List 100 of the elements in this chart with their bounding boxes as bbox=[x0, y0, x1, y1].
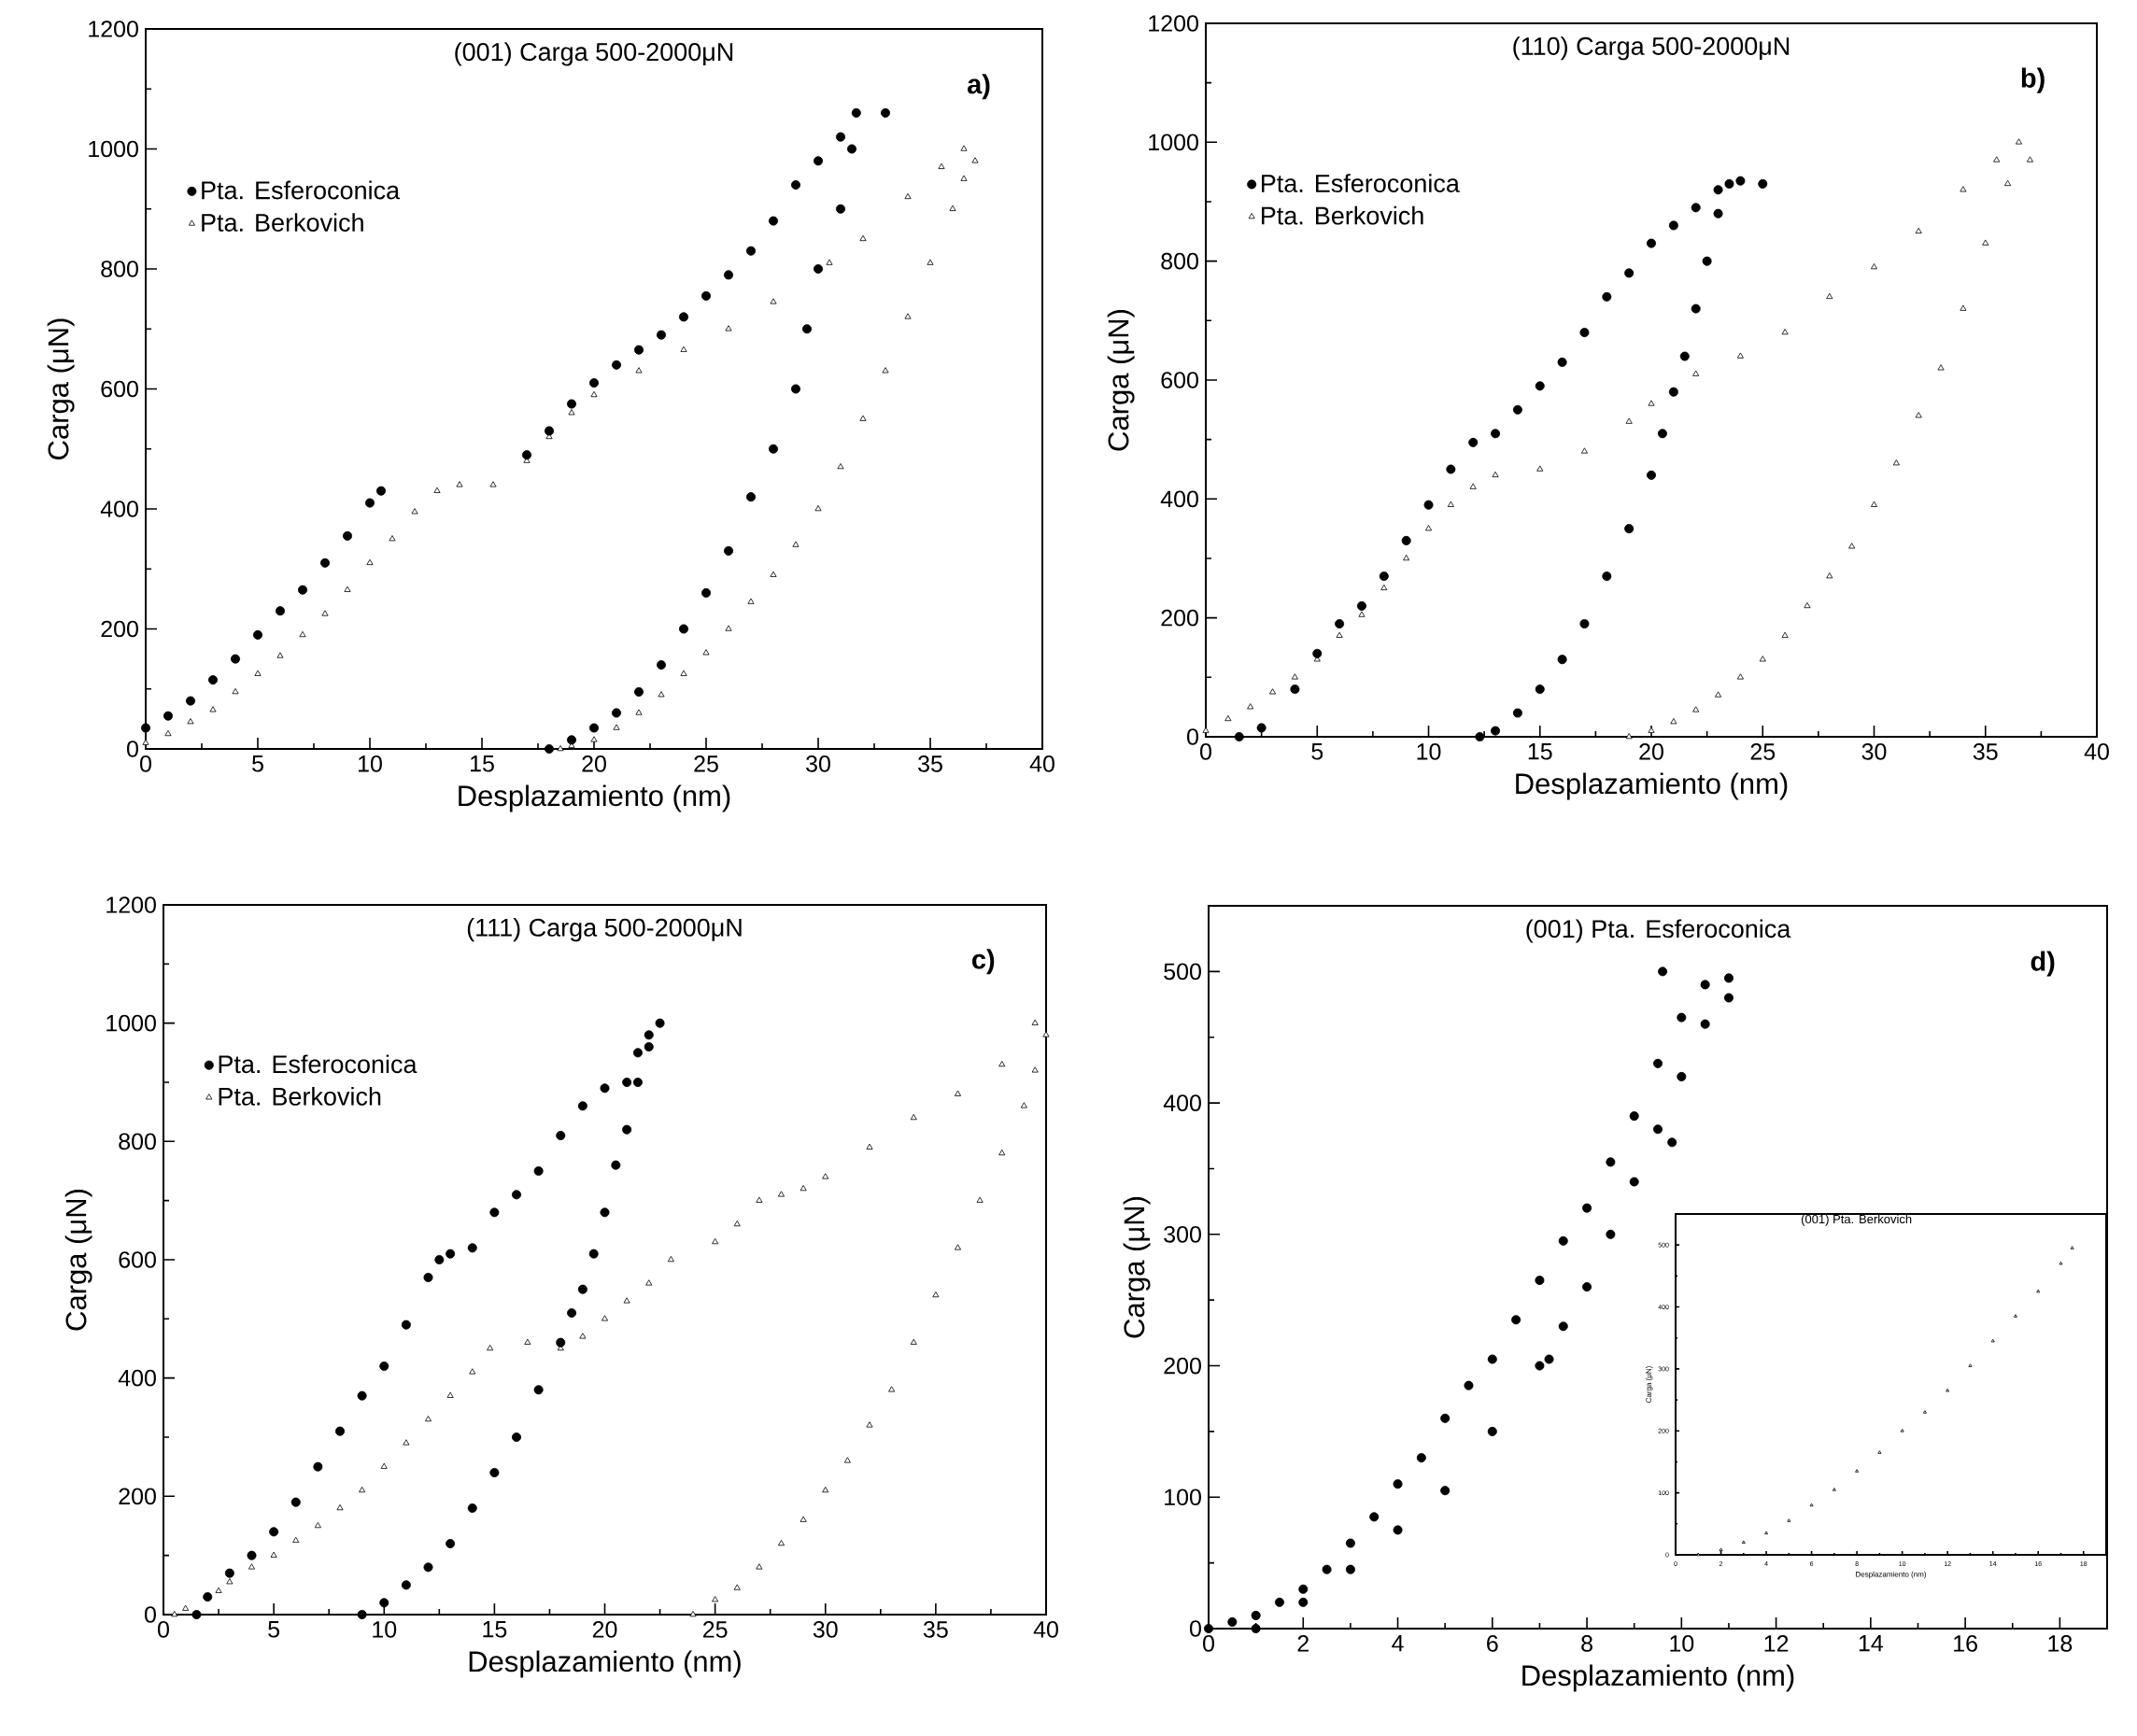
point bbox=[2004, 179, 2012, 187]
point bbox=[232, 687, 239, 695]
point bbox=[512, 1190, 522, 1200]
point bbox=[822, 1173, 829, 1179]
chart-title: (001) Carga 500-2000μN bbox=[455, 42, 733, 66]
point bbox=[2016, 138, 2023, 145]
point bbox=[1416, 1453, 1426, 1463]
point bbox=[802, 324, 812, 334]
point bbox=[635, 709, 643, 715]
y-tick-label: 1200 bbox=[89, 21, 138, 37]
point bbox=[590, 390, 598, 398]
point bbox=[1602, 291, 1612, 302]
point bbox=[1379, 572, 1389, 582]
point bbox=[1624, 268, 1635, 278]
y-tick-label: 400 bbox=[100, 501, 138, 517]
point bbox=[141, 723, 151, 733]
point bbox=[1700, 980, 1710, 990]
y-tick-label: 1000 bbox=[1149, 134, 1198, 151]
point bbox=[949, 205, 956, 211]
point bbox=[632, 1048, 643, 1058]
y-tick-label: 0 bbox=[145, 1606, 156, 1623]
x-tick-label: 25 bbox=[702, 1621, 728, 1638]
point bbox=[800, 1516, 807, 1522]
point bbox=[1491, 429, 1501, 439]
point bbox=[1511, 1315, 1521, 1325]
point bbox=[568, 409, 575, 416]
x-tick-label: 0 bbox=[1200, 743, 1211, 760]
x-tick-label: 35 bbox=[923, 1621, 948, 1638]
point bbox=[298, 585, 308, 595]
point bbox=[247, 1550, 257, 1560]
point bbox=[467, 1503, 477, 1513]
point bbox=[1922, 1410, 1927, 1414]
point bbox=[2070, 1246, 2074, 1249]
point bbox=[1202, 727, 1210, 733]
point bbox=[724, 270, 734, 280]
point bbox=[1870, 501, 1878, 507]
point bbox=[904, 192, 912, 200]
point bbox=[866, 1421, 873, 1428]
point bbox=[187, 718, 194, 725]
point bbox=[881, 107, 890, 118]
point bbox=[365, 498, 375, 508]
point bbox=[1580, 447, 1588, 454]
point bbox=[680, 346, 687, 352]
point bbox=[769, 444, 779, 454]
point bbox=[467, 1243, 477, 1253]
point bbox=[792, 541, 800, 547]
y-tick-label: 800 bbox=[119, 1133, 156, 1150]
point bbox=[379, 1361, 389, 1371]
legend-label: Pta. Berkovich bbox=[1261, 205, 1423, 225]
point bbox=[313, 1461, 323, 1472]
point bbox=[1544, 1354, 1554, 1364]
point bbox=[314, 1521, 321, 1529]
point bbox=[567, 399, 577, 409]
point bbox=[1993, 156, 2001, 162]
point bbox=[645, 1279, 653, 1286]
point bbox=[733, 1220, 741, 1227]
x-tick-label: 6 bbox=[1487, 1635, 1498, 1652]
point bbox=[1535, 1361, 1545, 1371]
point bbox=[163, 711, 174, 721]
point bbox=[276, 652, 284, 658]
point bbox=[791, 384, 801, 394]
point bbox=[843, 1457, 851, 1463]
point bbox=[433, 487, 441, 493]
point bbox=[545, 426, 555, 436]
point bbox=[231, 654, 241, 664]
point bbox=[756, 1196, 763, 1203]
point bbox=[2036, 1289, 2041, 1293]
point bbox=[1692, 706, 1700, 713]
point bbox=[1870, 263, 1878, 270]
point bbox=[1826, 572, 1833, 579]
x-tick-label: 10 bbox=[373, 1621, 397, 1638]
x-tick-label: 40 bbox=[1033, 1621, 1058, 1638]
point bbox=[859, 415, 867, 421]
point bbox=[613, 724, 620, 730]
point bbox=[299, 630, 306, 638]
y-tick-label: 300 bbox=[1164, 1225, 1201, 1243]
point bbox=[1960, 304, 1967, 311]
point bbox=[612, 708, 622, 718]
point bbox=[910, 1113, 917, 1121]
legend-label: Pta. Esferoconica bbox=[1261, 174, 1460, 192]
point bbox=[1877, 1450, 1882, 1454]
point bbox=[634, 345, 644, 355]
point bbox=[702, 649, 710, 656]
point bbox=[859, 234, 867, 242]
point bbox=[557, 744, 564, 752]
point bbox=[1247, 703, 1254, 710]
point bbox=[1020, 1102, 1027, 1108]
point bbox=[556, 1337, 566, 1348]
point bbox=[1401, 535, 1411, 545]
point bbox=[1713, 208, 1723, 219]
point bbox=[998, 1149, 1006, 1156]
point bbox=[1723, 973, 1734, 983]
legend-label: Pta. Berkovich bbox=[219, 1086, 381, 1106]
x-tick-label: 30 bbox=[1861, 743, 1887, 760]
point bbox=[1736, 352, 1744, 359]
x-axis-title: Desplazamiento (nm) bbox=[1856, 1571, 1926, 1579]
point bbox=[1512, 708, 1522, 718]
y-tick-label: 1000 bbox=[106, 1014, 156, 1032]
y-tick-label: 100 bbox=[1165, 1489, 1201, 1506]
point bbox=[1653, 1124, 1663, 1135]
